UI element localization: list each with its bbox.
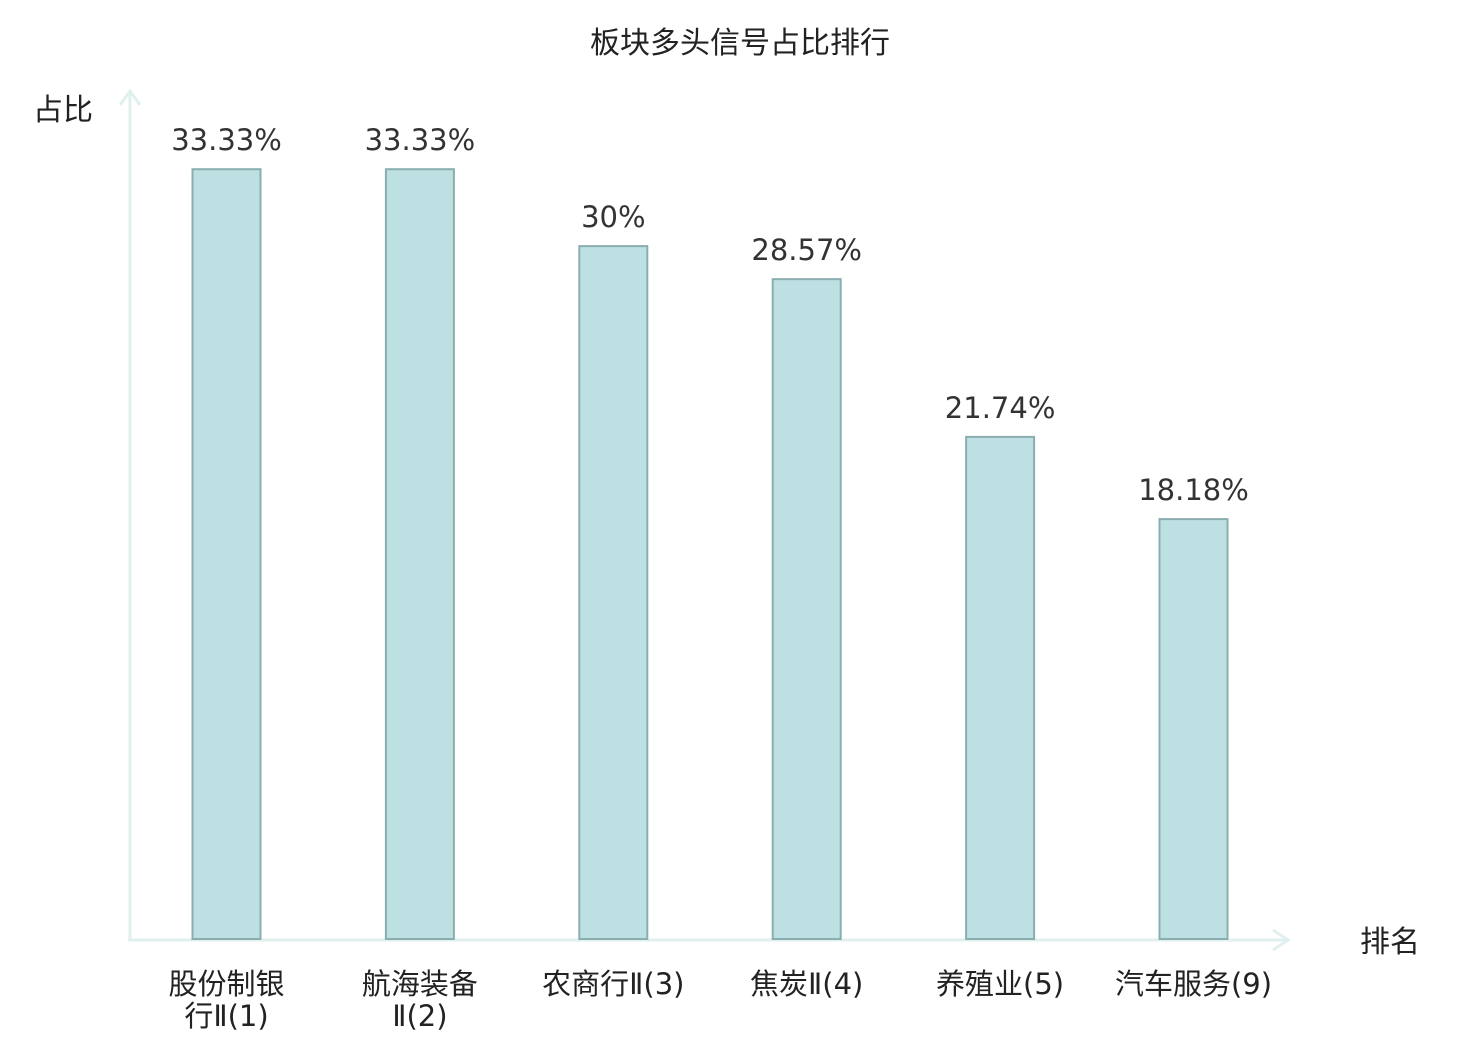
x-tick-label: 焦炭Ⅱ(4)	[750, 967, 863, 1001]
x-tick-label: 汽车服务(9)	[1115, 967, 1272, 1001]
bar-value-label: 28.57%	[751, 233, 862, 267]
x-tick-label: Ⅱ(2)	[392, 999, 447, 1033]
chart-title: 板块多头信号占比排行	[590, 26, 890, 61]
x-tick-label: 股份制银	[168, 967, 284, 1001]
bar-value-label: 21.74%	[945, 391, 1056, 425]
y-axis-label: 占比	[33, 93, 93, 128]
bar	[191, 168, 262, 940]
bar	[1158, 518, 1229, 940]
bar	[771, 278, 842, 941]
x-axis-arrow	[1272, 928, 1291, 952]
x-tick-label: 养殖业(5)	[936, 967, 1064, 1001]
x-axis-label: 排名	[1360, 925, 1420, 960]
value-labels-group: 33.33% 33.33% 30% 28.57% 21.74% 18.18%	[171, 123, 1249, 507]
y-axis-arrow	[118, 88, 142, 106]
bar-value-label: 30%	[581, 200, 645, 234]
x-tick-label: 行Ⅱ(1)	[184, 999, 268, 1033]
x-tick-label: 农商行Ⅱ(3)	[542, 967, 684, 1001]
bar	[384, 168, 455, 940]
x-tick-label: 航海装备	[362, 967, 478, 1001]
bar	[965, 435, 1036, 940]
bar-value-label: 33.33%	[365, 123, 476, 157]
bar-value-label: 33.33%	[171, 123, 282, 157]
bars-group	[191, 168, 1229, 941]
y-axis	[118, 88, 142, 940]
x-axis	[128, 928, 1291, 952]
bar-value-label: 18.18%	[1138, 473, 1249, 507]
bar	[578, 245, 649, 940]
